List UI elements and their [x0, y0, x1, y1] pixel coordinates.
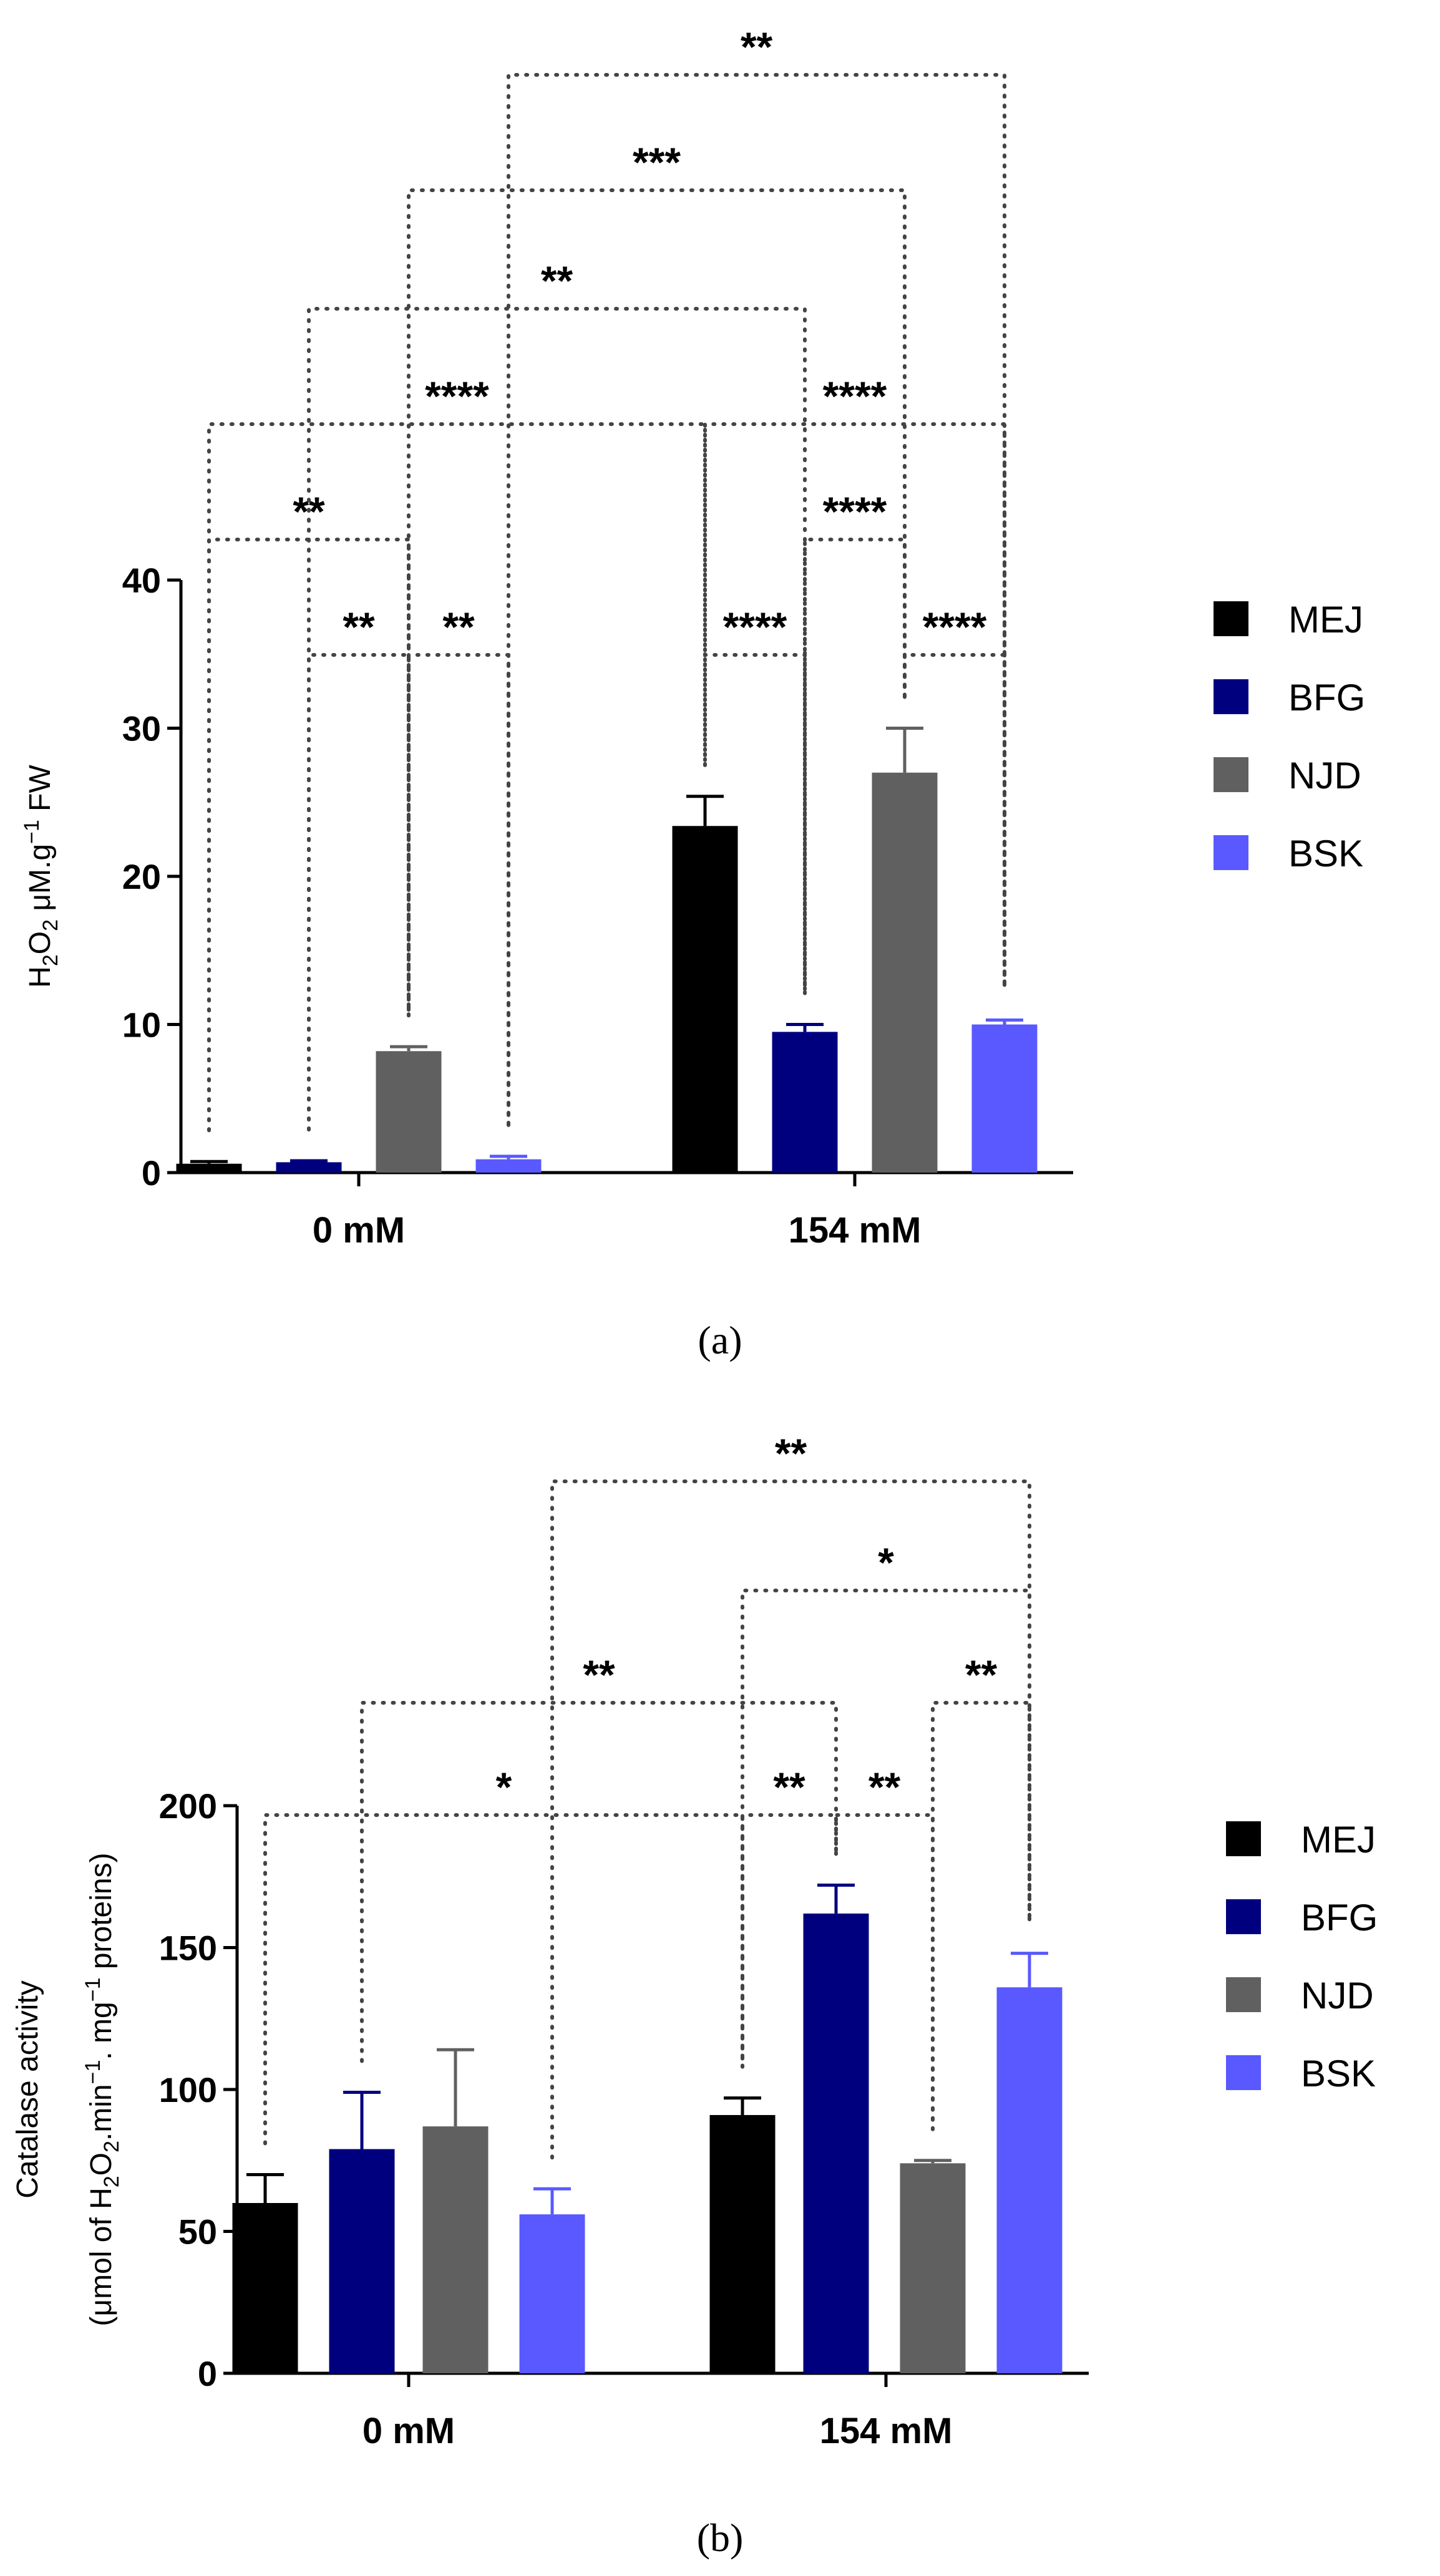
bar-njd	[376, 1051, 442, 1173]
legend-label: NJD	[1301, 1975, 1374, 2017]
significance-label: ****	[823, 488, 887, 535]
bar-njd	[422, 2126, 489, 2373]
legend-label: MEJ	[1288, 599, 1363, 641]
y-tick-label: 20	[122, 857, 161, 896]
y-axis-title-line1: Catalase activity	[11, 1980, 44, 2198]
legend-label: BFG	[1288, 677, 1365, 719]
y-tick-label: 200	[159, 1786, 217, 1826]
legend-swatch	[1226, 1899, 1261, 1934]
significance-label: ****	[425, 373, 489, 419]
legend-swatch	[1214, 757, 1248, 792]
significance-label: ****	[723, 604, 787, 650]
legend-swatch	[1226, 2055, 1261, 2090]
legend-label: BSK	[1288, 833, 1363, 874]
subscript: 2	[39, 954, 62, 966]
bar-bsk	[996, 1987, 1063, 2373]
title-part: .min	[85, 2084, 118, 2141]
bar-bsk	[519, 2214, 585, 2373]
significance-bracket	[407, 188, 907, 1018]
x-category-label: 154 mM	[789, 1210, 922, 1251]
y-tick-label: 0	[198, 2354, 217, 2393]
bar-mej	[709, 2114, 776, 2373]
significance-bracket	[834, 1813, 935, 2131]
significance-bracket	[263, 1813, 744, 2146]
legend-label: BSK	[1301, 2053, 1376, 2094]
x-category-label: 0 mM	[362, 2411, 455, 2451]
bar-bfg	[772, 1032, 838, 1173]
y-tick-label: 10	[122, 1005, 161, 1045]
legend-swatch	[1214, 835, 1248, 870]
y-tick-label: 30	[122, 709, 161, 748]
significance-label: **	[741, 24, 773, 70]
legend-swatch	[1226, 1821, 1261, 1856]
bar-bsk	[971, 1024, 1038, 1173]
bar-njd	[900, 2163, 966, 2373]
bar-mej	[672, 826, 738, 1173]
y-tick-label: 40	[122, 561, 161, 600]
legend-swatch	[1214, 679, 1248, 714]
significance-label: **	[343, 604, 375, 650]
significance-label: **	[868, 1764, 901, 1810]
x-category-label: 0 mM	[313, 1210, 405, 1251]
significance-bracket	[703, 422, 1006, 991]
bar-bfg	[329, 2149, 395, 2373]
panel-label: (b)	[697, 2515, 744, 2560]
title-part: μM.g	[24, 844, 57, 919]
bar-njd	[872, 772, 938, 1173]
significance-bracket	[360, 1701, 838, 2063]
y-tick-label: 50	[178, 2212, 217, 2252]
y-tick-label: 0	[142, 1153, 161, 1193]
bar-mej	[232, 2203, 298, 2373]
significance-label: *	[878, 1539, 894, 1586]
y-axis-title: H2O2 μM.g−1 FW	[20, 765, 62, 988]
significance-label: **	[965, 1652, 998, 1698]
significance-label: **	[541, 258, 573, 304]
legend-swatch	[1226, 1977, 1261, 2012]
y-tick-label: 100	[159, 2070, 217, 2109]
significance-label: **	[775, 1430, 807, 1476]
significance-bracket	[507, 73, 1006, 1127]
significance-label: ****	[923, 604, 987, 650]
y-tick-label: 150	[159, 1929, 217, 1968]
superscript: −1	[81, 2060, 105, 2085]
bar-bfg	[803, 1913, 869, 2373]
superscript: −1	[81, 1977, 105, 2002]
significance-label: ****	[823, 373, 887, 419]
legend-swatch	[1214, 601, 1248, 636]
superscript: −1	[20, 820, 44, 844]
significance-label: **	[442, 604, 475, 650]
title-part: H	[24, 966, 57, 988]
panel-label: (a)	[698, 1318, 742, 1362]
subscript: 2	[100, 2141, 124, 2152]
title-part: (μmol of H	[85, 2187, 118, 2326]
bar-bfg	[276, 1162, 342, 1173]
subscript: 2	[39, 919, 62, 931]
significance-label: *	[496, 1764, 512, 1810]
title-part: O	[85, 2152, 118, 2176]
subscript: 2	[100, 2176, 124, 2187]
legend-label: NJD	[1288, 755, 1361, 797]
significance-bracket	[550, 1479, 1031, 2160]
title-part: FW	[24, 765, 57, 820]
significance-bracket	[207, 422, 707, 1133]
y-axis-title: (μmol of H2O2.min−1. mg−1 proteins)	[81, 1852, 124, 2326]
title-part: . mg	[85, 2002, 118, 2060]
significance-label: ***	[633, 139, 681, 185]
legend-label: MEJ	[1301, 1819, 1376, 1861]
legend-label: BFG	[1301, 1897, 1378, 1939]
bar-mej	[176, 1163, 242, 1173]
title-part: proteins)	[85, 1852, 118, 1977]
significance-label: **	[583, 1652, 615, 1698]
x-category-label: 154 mM	[820, 2411, 953, 2451]
significance-bracket	[741, 1813, 838, 2069]
bar-bsk	[475, 1159, 542, 1173]
significance-label: **	[773, 1764, 805, 1810]
title-part: O	[24, 931, 57, 954]
